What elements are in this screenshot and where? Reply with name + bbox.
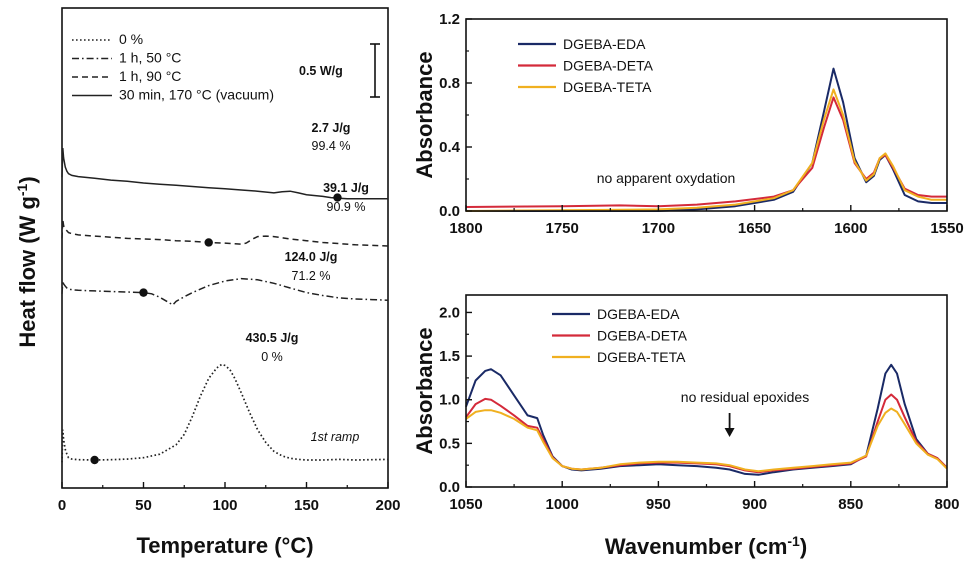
- dsc-x-tick-label: 50: [135, 497, 152, 514]
- ftir-top-legend-label: DGEBA-DETA: [563, 58, 654, 74]
- ftir-bottom-legend-label: DGEBA-TETA: [597, 349, 686, 365]
- dsc-series-marker: [139, 288, 148, 297]
- ftir-bottom-y-tick-label: 0.5: [439, 435, 460, 452]
- dsc-legend-label: 1 h, 90 °C: [119, 68, 181, 84]
- ftir-x-label-sup: -1: [787, 533, 800, 549]
- ftir-top-y-tick-label: 1.2: [439, 11, 460, 28]
- dsc-series-line: [61, 277, 389, 306]
- ftir-top-x-tick-label: 1700: [642, 220, 675, 237]
- dsc-enthalpy-label: 39.1 J/g: [323, 181, 369, 195]
- ftir-bottom-y-tick-label: 1.0: [439, 392, 460, 409]
- dsc-x-tick-label: 100: [212, 497, 237, 514]
- dsc-series-marker: [333, 193, 342, 202]
- dsc-scale-bar-label: 0.5 W/g: [299, 64, 343, 78]
- dsc-enthalpy-label: 124.0 J/g: [285, 250, 338, 264]
- dsc-series-marker: [90, 455, 99, 465]
- dsc-x-tick-label: 0: [58, 497, 66, 514]
- ftir-bottom-annotation: no residual epoxides: [681, 389, 809, 405]
- ftir-bottom-panel: 1050 1000 950 900 850 800 0.0 0.5 1.0 1.5 2.0Absor…: [412, 294, 960, 559]
- dsc-x-tick-label: 150: [294, 497, 319, 514]
- ftir-top-y-tick-label: 0.0: [439, 203, 460, 220]
- ftir-bottom-x-tick-label: 950: [646, 496, 671, 513]
- ftir-top-legend-label: DGEBA-EDA: [563, 36, 646, 52]
- ftir-bottom-y-axis-label: Absorbance: [412, 327, 437, 454]
- ftir-bottom-x-tick-label: 1050: [449, 496, 482, 513]
- ftir-bottom-x-tick-label: 850: [838, 496, 863, 513]
- dsc-conversion-label: 0 %: [261, 350, 283, 364]
- dsc-series-line: [61, 219, 389, 247]
- ftir-bottom-x-tick-label: 800: [934, 496, 959, 513]
- ftir-bottom-y-tick-label: 1.5: [439, 348, 460, 365]
- ftir-top-y-axis-label: Absorbance: [412, 51, 437, 178]
- ftir-top-annotation: no apparent oxydation: [597, 170, 736, 186]
- ftir-bottom-arrow-head: [724, 428, 735, 437]
- ftir-top-series-line: [465, 96, 947, 208]
- dsc-series-line: [61, 147, 388, 200]
- ftir-bottom-y-tick-label: 0.0: [439, 479, 460, 496]
- dsc-legend-label: 0 %: [119, 31, 143, 47]
- ftir-bottom-series-line: [465, 407, 948, 473]
- dsc-series-marker: [204, 238, 213, 247]
- dsc-series-line: [61, 363, 389, 463]
- ftir-top-x-tick-label: 1650: [738, 220, 771, 237]
- dsc-legend-label: 30 min, 170 °C (vacuum): [119, 87, 274, 103]
- dsc-conversion-label: 71.2 %: [292, 269, 331, 283]
- dsc-legend-label: 1 h, 50 °C: [119, 50, 181, 66]
- ftir-bottom-x-tick-label: 900: [742, 496, 767, 513]
- ftir-bottom-x-tick-label: 1000: [546, 496, 579, 513]
- ftir-top-series-line: [466, 67, 947, 212]
- dsc-y-axis-label: Heat flow (W g-1): [14, 176, 40, 347]
- ftir-top-x-tick-label: 1550: [930, 220, 963, 237]
- dsc-x-tick-label: 200: [375, 497, 400, 514]
- dsc-y-label-tail: ): [15, 176, 40, 183]
- ftir-bottom-legend-label: DGEBA-DETA: [597, 328, 688, 344]
- ftir-top-series-line: [465, 88, 947, 212]
- ftir-bottom-x-axis-label: Wavenumber (cm-1): [605, 533, 807, 559]
- dsc-conversion-label: 99.4 %: [312, 139, 351, 153]
- dsc-conversion-label: 90.9 %: [327, 200, 366, 214]
- ftir-bottom-series-line: [465, 363, 948, 476]
- dsc-x-axis-label: Temperature (°C): [136, 533, 313, 558]
- dsc-y-label-sup: -1: [14, 183, 30, 196]
- dsc-ramp-label: 1st ramp: [311, 430, 360, 444]
- ftir-top-x-tick-label: 1800: [449, 220, 482, 237]
- dsc-panel: 0 50 100 150 200 Temperature (°C) Heat flow (W…: [14, 7, 401, 558]
- ftir-x-label-text: Wavenumber (cm: [605, 534, 788, 559]
- ftir-bottom-y-tick-label: 2.0: [439, 304, 460, 321]
- ftir-top-x-tick-label: 1750: [546, 220, 579, 237]
- ftir-top-panel: 1800 1750 1700 1650 1600 1550 0.0 0.4 0.8 1.2 Abso…: [412, 11, 964, 237]
- ftir-top-x-tick-label: 1600: [834, 220, 867, 237]
- ftir-x-label-tail: ): [800, 534, 807, 559]
- dsc-enthalpy-label: 2.7 J/g: [312, 121, 351, 135]
- dsc-plot-frame: [61, 7, 389, 489]
- ftir-top-y-tick-label: 0.8: [439, 75, 460, 92]
- dsc-enthalpy-label: 430.5 J/g: [246, 331, 299, 345]
- dsc-y-label-text: Heat flow (W g: [15, 196, 40, 348]
- ftir-bottom-legend-label: DGEBA-EDA: [597, 306, 680, 322]
- ftir-top-legend-label: DGEBA-TETA: [563, 79, 652, 95]
- ftir-top-y-tick-label: 0.4: [439, 139, 461, 156]
